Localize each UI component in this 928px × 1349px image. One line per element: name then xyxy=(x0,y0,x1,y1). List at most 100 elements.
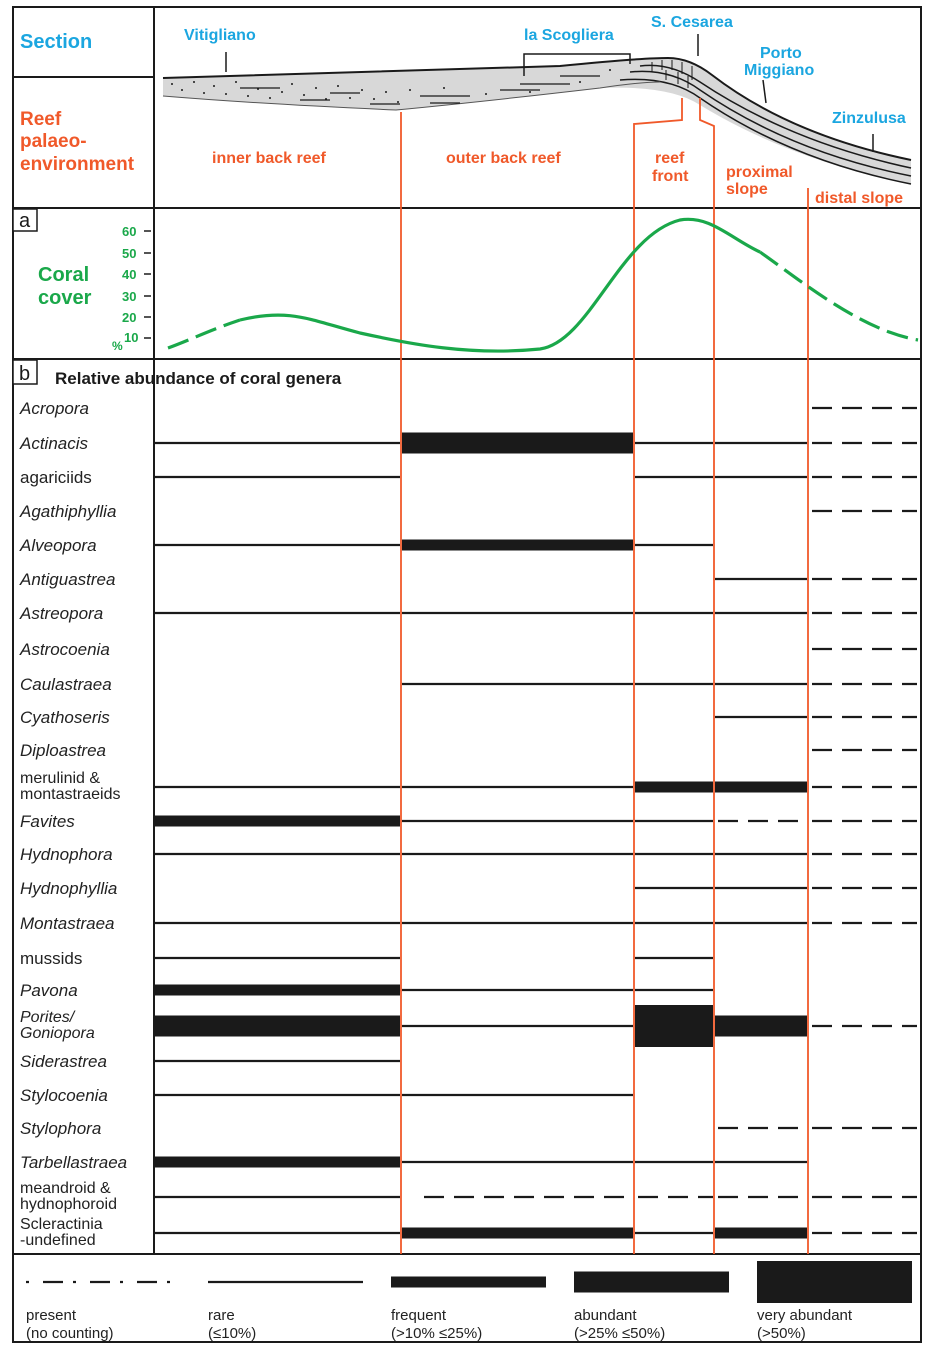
env-title-1: Reef xyxy=(20,109,62,130)
genus-name-line: merulinid & xyxy=(20,770,100,787)
genus-name: Porites/Goniopora xyxy=(20,1009,95,1042)
genus-name-line: Alveopora xyxy=(19,536,97,555)
panel-b-title: Relative abundance of coral genera xyxy=(55,369,342,388)
legend-sub: (no counting) xyxy=(26,1325,114,1342)
genus-row: Astreopora xyxy=(19,604,917,623)
legend-symbol-frequent xyxy=(391,1276,546,1288)
legend: present(no counting)rare(≤10%)frequent(>… xyxy=(26,1261,912,1342)
genus-name: Pavona xyxy=(20,981,78,1000)
legend-sub: (>25% ≤50%) xyxy=(574,1325,665,1342)
legend-label: abundant xyxy=(574,1307,637,1324)
genus-name-line: Montastraea xyxy=(20,914,115,933)
genus-name: Montastraea xyxy=(20,914,115,933)
legend-label: rare xyxy=(208,1307,235,1324)
genus-name-line: Acropora xyxy=(19,399,89,418)
genus-name-line: Hydnophora xyxy=(20,845,113,864)
legend-item: abundant(>25% ≤50%) xyxy=(574,1271,729,1342)
genus-name-line: hydnophoroid xyxy=(20,1196,117,1213)
genus-row: mussids xyxy=(20,949,713,968)
genus-name: Diploastrea xyxy=(20,741,106,760)
genera-rows: Acropora Actinacis agariciids Agathiphyllia… xyxy=(19,399,917,1249)
genus-name: Scleractinia -undefined xyxy=(20,1216,103,1249)
genus-name-line: -undefined xyxy=(20,1232,96,1249)
genus-name: Acropora xyxy=(19,399,89,418)
genus-name-line: Diploastrea xyxy=(20,741,106,760)
genus-name-line: Astreopora xyxy=(19,604,103,623)
genus-name: Actinacis xyxy=(19,434,89,453)
genus-name-line: Antiguastrea xyxy=(19,570,115,589)
locality-porto-2: Miggiano xyxy=(744,62,814,79)
legend-sub: (>50%) xyxy=(757,1325,806,1342)
legend-item: very abundant(>50%) xyxy=(757,1261,912,1342)
zone-boundaries xyxy=(400,98,809,1254)
abundance-very-abundant xyxy=(635,1005,713,1047)
abundance-frequent xyxy=(402,539,633,551)
genus-row: Porites/Goniopora xyxy=(20,1005,917,1047)
locality-vitigliano: Vitigliano xyxy=(184,27,256,44)
env-title-2: palaeo- xyxy=(20,131,87,152)
figure-frame xyxy=(12,6,922,1343)
legend-label: present xyxy=(26,1307,77,1324)
panel-a-letter-box xyxy=(12,208,38,232)
genus-row: Diploastrea xyxy=(20,741,917,760)
abundance-frequent xyxy=(155,984,400,996)
genus-name: Stylophora xyxy=(20,1119,101,1138)
env-title-3: environment xyxy=(20,154,135,175)
genus-row: agariciids xyxy=(20,468,917,487)
genus-row: Stylocoenia xyxy=(20,1086,633,1105)
panel-b-letter-box xyxy=(12,359,38,385)
genus-name-line: Caulastraea xyxy=(20,675,112,694)
locality-cesarea: S. Cesarea xyxy=(651,14,733,31)
tick-40: 40 xyxy=(122,267,136,282)
genus-row: Scleractinia -undefined xyxy=(20,1216,917,1249)
panel-a-letter: a xyxy=(19,210,31,232)
genus-name-line: Tarbellastraea xyxy=(20,1153,127,1172)
genus-name-line: Goniopora xyxy=(20,1025,95,1042)
genus-name: Agathiphyllia xyxy=(19,502,116,521)
genus-row: Cyathoseris xyxy=(20,708,917,727)
genus-name: Cyathoseris xyxy=(20,708,110,727)
genus-row: Acropora xyxy=(19,399,917,418)
abundance-frequent xyxy=(402,1227,633,1239)
abundance-abundant xyxy=(155,1015,400,1037)
genus-row: meandroid & hydnophoroid xyxy=(20,1180,917,1213)
genus-name: Hydnophyllia xyxy=(20,879,117,898)
legend-symbol-very-abundant xyxy=(757,1261,912,1303)
genus-row: Caulastraea xyxy=(20,675,917,694)
locality-porto-1: Porto xyxy=(760,45,802,62)
genus-name: Hydnophora xyxy=(20,845,113,864)
abundance-frequent xyxy=(155,815,400,827)
genus-row: merulinid & montastraeids xyxy=(20,770,917,803)
coral-cover-curve xyxy=(167,217,919,353)
genus-row: Favites xyxy=(20,812,917,831)
env-proximal-1: proximal xyxy=(726,164,793,181)
genus-name-line: Porites/ xyxy=(20,1009,76,1026)
genus-name: Favites xyxy=(20,812,75,831)
genus-name: Astreopora xyxy=(19,604,103,623)
genus-name-line: Pavona xyxy=(20,981,78,1000)
genus-name-line: Agathiphyllia xyxy=(19,502,116,521)
genus-name: agariciids xyxy=(20,468,92,487)
genus-name-line: Astrocoenia xyxy=(19,640,110,659)
abundance-frequent xyxy=(715,1227,807,1239)
locality-scogliera: la Scogliera xyxy=(524,27,614,44)
genus-row: Montastraea xyxy=(20,914,917,933)
legend-item: present(no counting) xyxy=(26,1280,181,1342)
genus-name-line: Stylophora xyxy=(20,1119,101,1138)
genus-name: Alveopora xyxy=(19,536,97,555)
panel-b-letter: b xyxy=(19,363,30,385)
genus-name: meandroid & hydnophoroid xyxy=(20,1180,117,1213)
genus-name-line: agariciids xyxy=(20,468,92,487)
env-reef-1: reef xyxy=(655,150,685,167)
tick-60: 60 xyxy=(122,224,136,239)
genus-name: Astrocoenia xyxy=(19,640,110,659)
genus-name: Siderastrea xyxy=(20,1052,107,1071)
legend-item: rare(≤10%) xyxy=(208,1280,363,1342)
genus-name: Stylocoenia xyxy=(20,1086,108,1105)
locality-zinzulusa: Zinzulusa xyxy=(832,110,906,127)
genus-row: Astrocoenia xyxy=(19,640,917,659)
abundance-abundant xyxy=(402,432,633,454)
legend-symbol-abundant xyxy=(574,1271,729,1293)
abundance-frequent xyxy=(635,781,713,793)
genus-name-line: Actinacis xyxy=(19,434,89,453)
